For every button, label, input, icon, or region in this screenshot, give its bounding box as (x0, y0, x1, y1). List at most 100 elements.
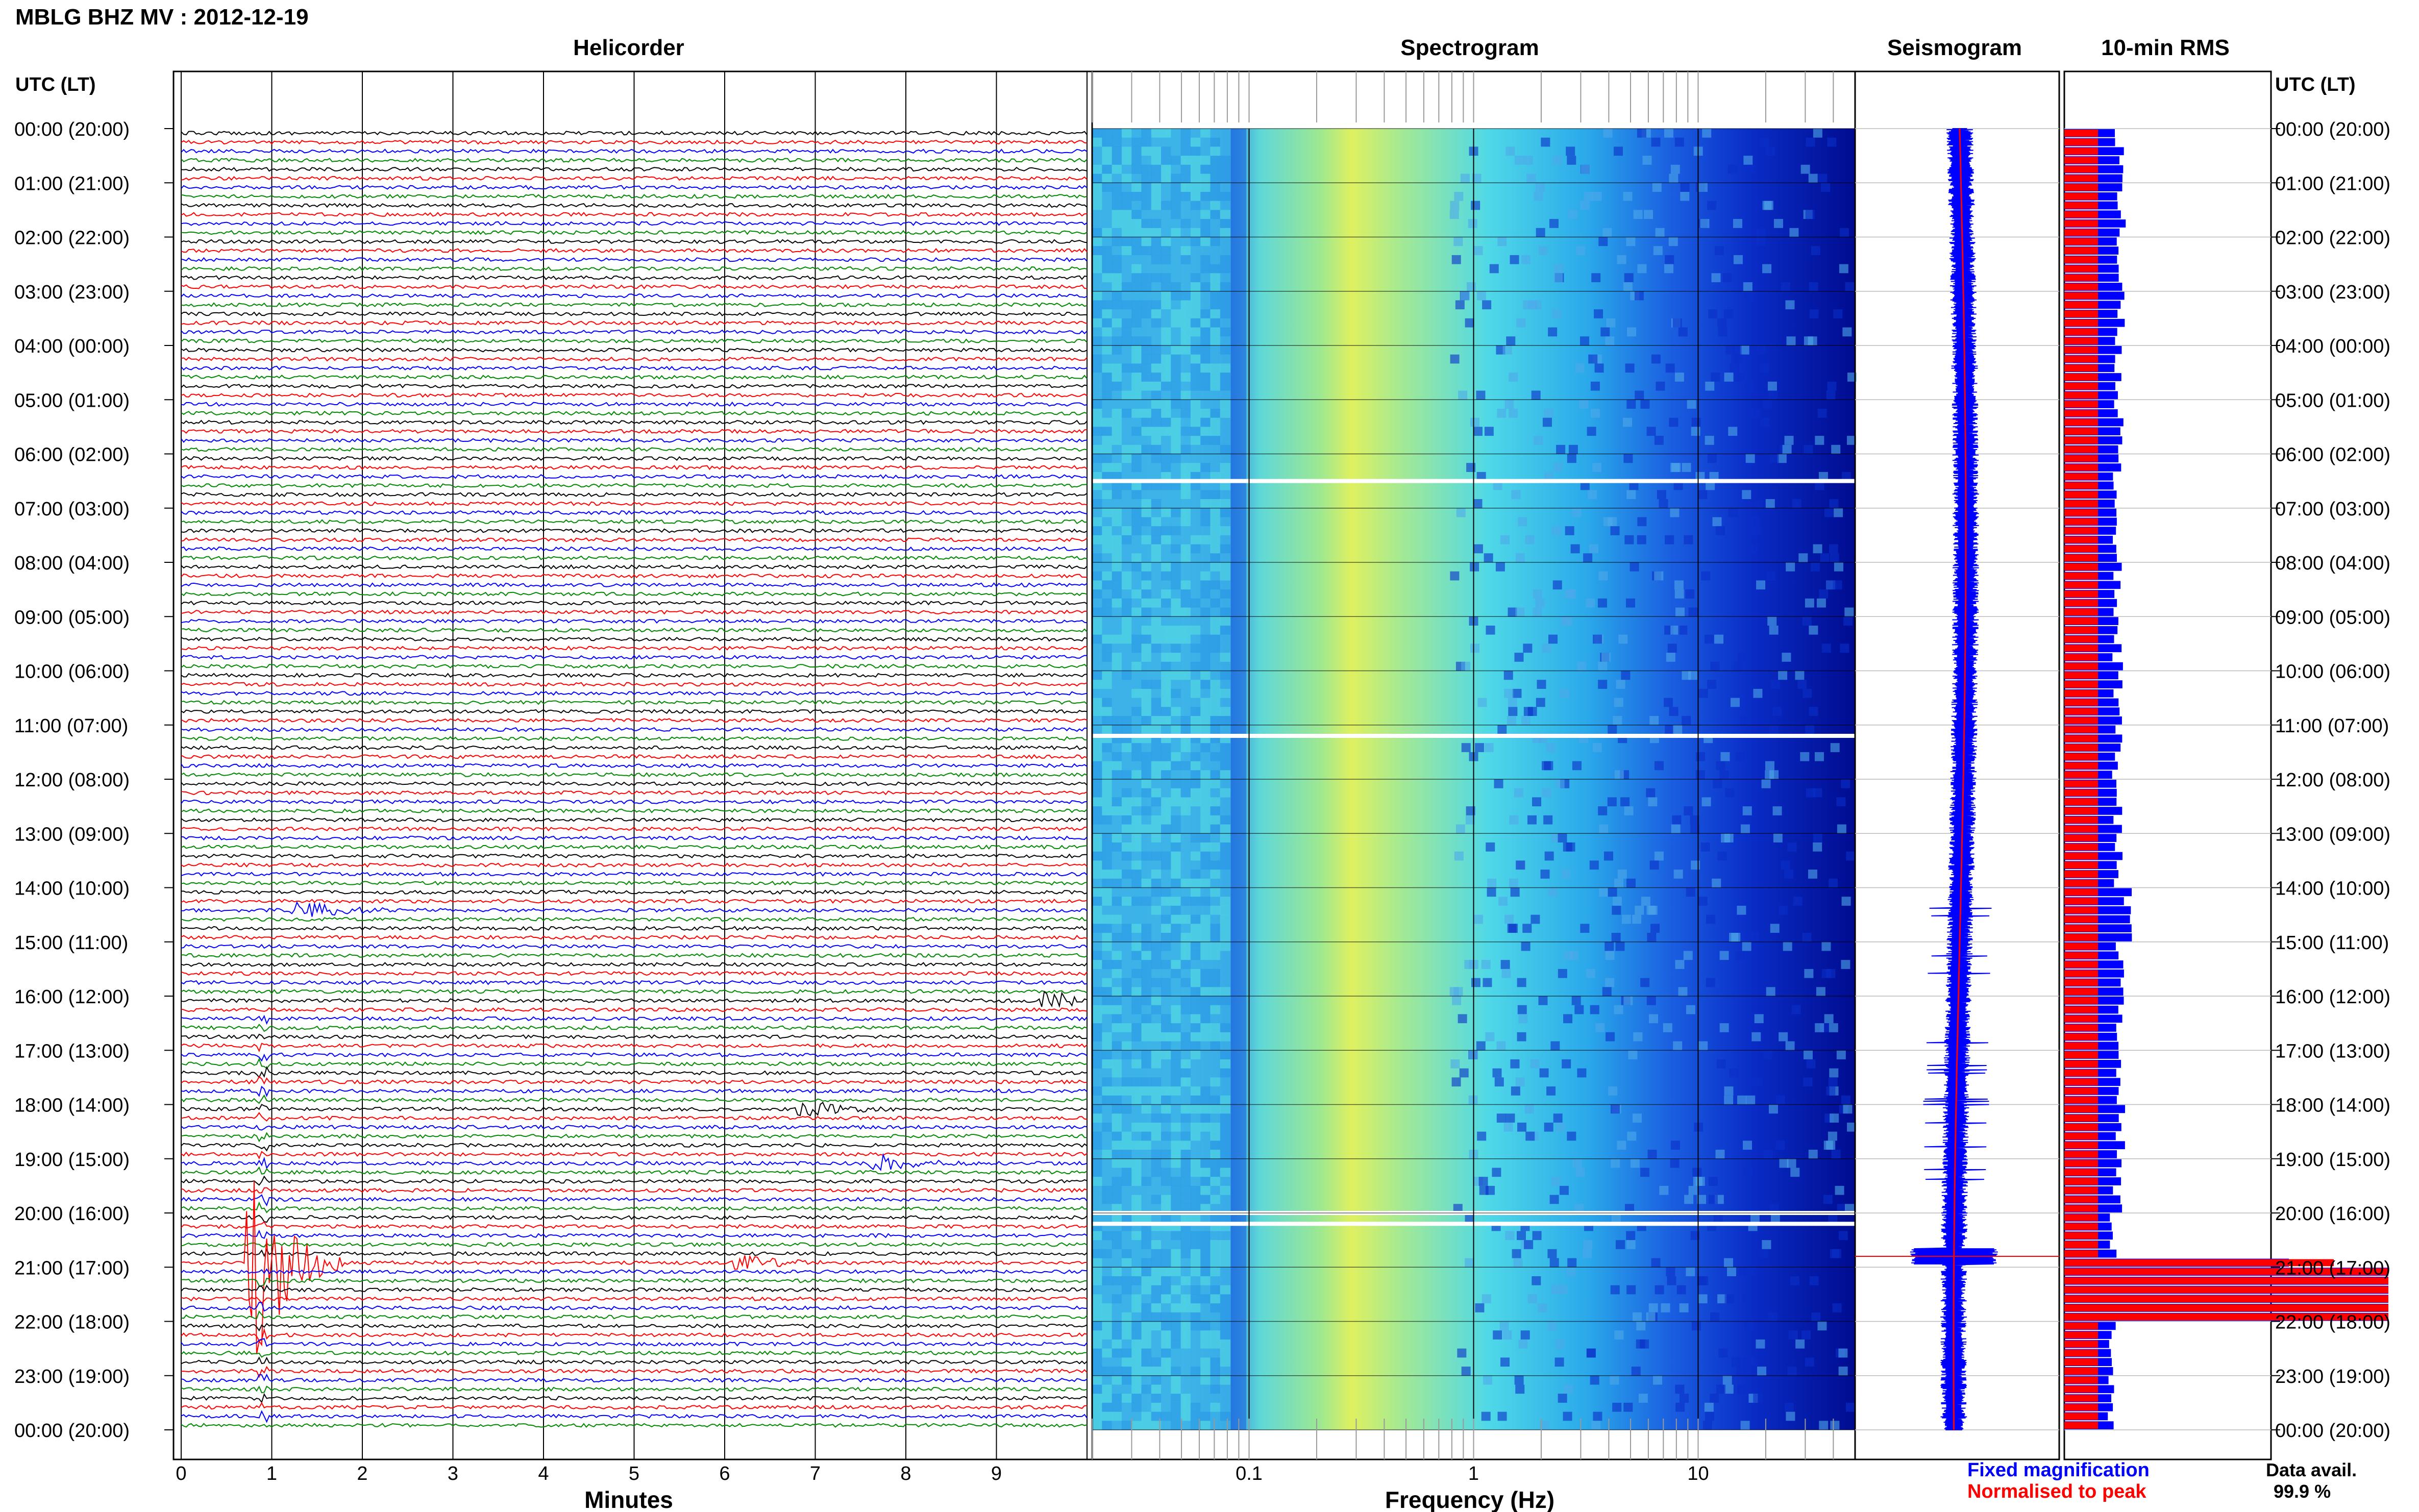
spectrogram-cell (1141, 851, 1152, 861)
spectrogram-cell (1220, 345, 1230, 355)
spectrogram-cell (1131, 1177, 1142, 1186)
spectrogram-cell (1220, 173, 1230, 183)
utc-tick-label-right: 11:00 (07:00) (2275, 715, 2389, 737)
spectrogram-cell (1220, 1050, 1230, 1060)
spectrogram-cell (1813, 842, 1822, 852)
spectrogram-cell (1171, 625, 1181, 635)
spectrogram-cell (1112, 327, 1122, 337)
spectrogram-cell (1092, 1077, 1103, 1087)
spectrogram-cell (1161, 978, 1172, 987)
spectrogram-cell (1210, 517, 1221, 527)
spectrogram-cell (1556, 444, 1566, 454)
spectrogram-cell (1171, 427, 1181, 436)
spectrogram-cell (1112, 1168, 1122, 1177)
spectrogram-cell (1760, 363, 1769, 373)
spectrogram-cell (1817, 408, 1827, 418)
spectrogram-cell (1112, 680, 1122, 689)
spectrogram-cell (1171, 373, 1181, 382)
spectrogram-cell (1449, 210, 1459, 219)
spectrogram-cell (1592, 743, 1602, 752)
rms-bar-normalised (2064, 1060, 2098, 1068)
spectrogram-cell (1654, 851, 1664, 861)
spectrogram-cell (1834, 562, 1843, 572)
spectrogram-cell (1092, 1168, 1103, 1177)
helicorder-trace (181, 1373, 1088, 1383)
spectrogram-cell (1210, 237, 1221, 246)
spectrogram-cell (1674, 137, 1684, 147)
spectrogram-cell (1665, 255, 1674, 264)
rms-bar-normalised (2064, 418, 2098, 426)
spectrogram-cell (1141, 960, 1152, 970)
spectrogram-cell (1190, 1411, 1201, 1421)
spectrogram-cell (1496, 1113, 1506, 1123)
spectrogram-cell (1210, 390, 1221, 400)
spectrogram-cell (1151, 860, 1162, 870)
helicorder-trace (181, 1410, 1088, 1423)
spectrogram-cell (1102, 481, 1113, 490)
spectrogram-cell (1805, 598, 1814, 608)
frequency-tick-label: 10 (1687, 1463, 1709, 1484)
spectrogram-cell (1686, 887, 1695, 897)
spectrogram-cell (1102, 661, 1113, 671)
spectrogram-cell (1588, 354, 1598, 364)
spectrogram-cell (1210, 535, 1221, 545)
spectrogram-cell (1210, 228, 1221, 237)
spectrogram-cell (1161, 860, 1172, 870)
spectrogram-cell (1141, 1050, 1152, 1060)
spectrogram-cell (1732, 1357, 1741, 1367)
spectrogram-cell (1770, 680, 1780, 689)
spectrogram-cell (1151, 390, 1162, 400)
spectrogram-cell (1180, 1168, 1191, 1177)
spectrogram-cell (1200, 1312, 1211, 1322)
spectrogram-cell (1200, 1068, 1211, 1078)
rms-bar-normalised (2064, 753, 2098, 760)
spectrogram-cell (1602, 228, 1612, 237)
spectrogram-cell (1171, 146, 1181, 156)
spectrogram-cell (1608, 725, 1617, 734)
spectrogram-cell (1651, 354, 1661, 364)
spectrogram-cell (1180, 860, 1191, 870)
spectrogram-cell (1121, 643, 1132, 653)
spectrogram-cell (1190, 1185, 1201, 1196)
helicorder-trace (181, 257, 1088, 262)
helicorder-trace (181, 1327, 1088, 1342)
rms-bar-normalised (2064, 355, 2098, 363)
spectrogram-cell (1161, 490, 1172, 500)
spectrogram-cell (1131, 472, 1142, 482)
spectrogram-cell (1092, 978, 1103, 987)
spectrogram-cell (1151, 381, 1162, 391)
spectrogram-cell (1171, 725, 1181, 734)
spectrogram-cell (1151, 1348, 1162, 1358)
spectrogram-cell (1200, 1285, 1211, 1295)
spectrogram-cell (1092, 887, 1103, 897)
spectrogram-cell (1151, 688, 1162, 699)
spectrogram-cell (1786, 562, 1795, 572)
spectrogram-cell (1220, 761, 1230, 771)
spectrogram-cell (1141, 535, 1152, 545)
spectrogram-cell (1839, 228, 1849, 237)
spectrogram-cell (1171, 237, 1181, 246)
spectrogram-cell (1092, 1384, 1103, 1394)
spectrogram-cell (1131, 779, 1142, 789)
spectrogram-cell (1580, 201, 1590, 210)
spectrogram-cell (1141, 1267, 1152, 1277)
spectrogram-cell (1200, 1321, 1211, 1331)
spectrogram-cell (1092, 1113, 1103, 1123)
spectrogram-cell (1190, 1231, 1201, 1241)
spectrogram-cell (1171, 400, 1181, 409)
rms-bar-normalised (2064, 943, 2098, 950)
spectrogram-cell (1121, 797, 1132, 807)
spectrogram-cell (1121, 1077, 1132, 1087)
rms-bar-normalised (2064, 708, 2098, 715)
spectrogram-cell (1180, 779, 1191, 789)
spectrogram-cell (1102, 1267, 1113, 1277)
spectrogram-cell (1220, 1023, 1230, 1033)
spectrogram-cell (1092, 815, 1103, 825)
spectrogram-cell (1141, 688, 1152, 699)
spectrogram-cell (1112, 598, 1122, 608)
spectrogram-cell (1454, 191, 1464, 201)
spectrogram-cell (1092, 228, 1103, 237)
spectrogram-cell (1151, 129, 1162, 138)
helicorder-trace (181, 673, 1088, 678)
helicorder-trace (181, 901, 1088, 917)
